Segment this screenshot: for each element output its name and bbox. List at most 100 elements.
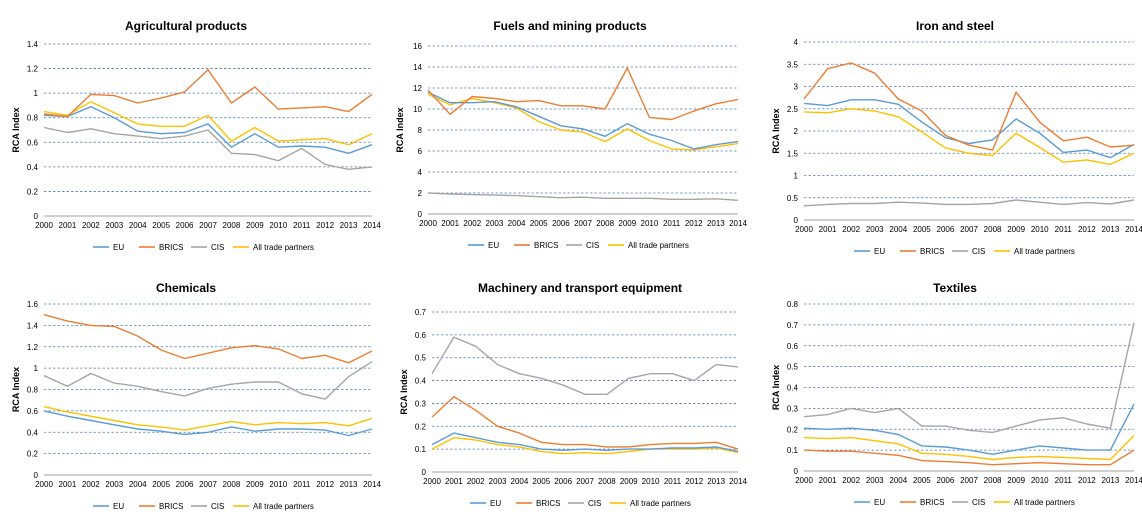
x-tick-label: 2000 [35,221,53,230]
x-tick-label: 2010 [641,219,659,228]
legend-label: CIS [211,243,224,252]
y-tick-label: 0.3 [787,404,799,413]
x-tick-label: 2007 [576,477,594,486]
x-tick-label: 2000 [419,219,437,228]
x-tick-label: 2009 [1007,225,1025,234]
x-tick-label: 2010 [642,477,660,486]
legend-label: BRICS [920,247,944,256]
x-tick-label: 2002 [842,476,860,485]
y-tick-label: 0.1 [415,445,427,454]
x-tick-label: 2013 [707,477,725,486]
legend-label: CIS [972,498,985,507]
x-tick-label: 2008 [596,219,614,228]
y-tick-label: 1.2 [27,65,39,74]
x-tick-label: 2011 [663,219,681,228]
x-tick-label: 2006 [176,480,194,489]
y-tick-label: 1 [794,172,799,181]
x-tick-label: 2013 [1102,225,1120,234]
x-tick-label: 2009 [618,219,636,228]
series-line-brics [803,449,1135,466]
y-tick-label: 0.5 [415,354,427,363]
series-line-cis [43,126,373,171]
legend-label: All trade partners [630,499,691,508]
x-tick-label: 2012 [685,477,703,486]
chart-title: Fuels and mining products [493,19,647,33]
y-axis-label: RCA Index [399,369,409,414]
y-tick-label: 10 [413,105,422,114]
series-line-brics [427,67,739,121]
x-tick-label: 2007 [574,219,592,228]
chart-machinery-and-transport-equipment: Machinery and transport equipment RCA Ind… [380,262,760,525]
legend-label: CIS [211,502,224,511]
x-tick-label: 2006 [552,219,570,228]
y-tick-label: 0 [794,216,799,225]
series-line-eu [43,105,373,155]
legend-label: All trade partners [1014,247,1075,256]
x-tick-label: 2002 [82,221,100,230]
x-tick-label: 2013 [340,480,358,489]
series-line-all-trade-partners [803,108,1135,166]
x-tick-label: 2002 [463,219,481,228]
x-tick-label: 2011 [1055,476,1073,485]
y-tick-label: 0 [422,468,427,477]
legend-label: All trade partners [628,241,689,250]
x-tick-label: 2014 [363,221,381,230]
legend-item-cis: CIS [568,499,601,508]
x-tick-label: 2006 [554,477,572,486]
chart-title: Iron and steel [916,19,994,33]
legend-item-all-trade-partners: All trade partners [994,498,1075,507]
x-tick-label: 2005 [913,225,931,234]
series-line-eu [803,99,1135,159]
y-tick-label: 0.6 [27,407,39,416]
y-tick-label: 1.4 [27,40,39,49]
x-tick-label: 2005 [530,219,548,228]
legend-item-all-trade-partners: All trade partners [994,247,1075,256]
series-line-cis [43,361,373,400]
y-tick-label: 3 [794,83,799,92]
y-tick-label: 0 [34,471,39,480]
x-tick-label: 2007 [960,225,978,234]
y-tick-label: 6 [418,147,423,156]
x-tick-label: 2005 [532,477,550,486]
y-tick-label: 0 [34,212,39,221]
x-tick-label: 2013 [1102,476,1120,485]
legend-item-cis: CIS [191,502,224,511]
x-tick-label: 2014 [729,219,747,228]
x-tick-label: 2001 [59,221,77,230]
x-tick-label: 2012 [1078,476,1096,485]
y-tick-label: 0.2 [787,425,799,434]
x-tick-label: 2002 [842,225,860,234]
x-tick-label: 2004 [129,480,147,489]
x-tick-label: 2001 [59,480,77,489]
legend-item-eu: EU [470,499,501,508]
series-line-eu [427,91,739,150]
legend-label: BRICS [159,502,183,511]
chart-iron-and-steel: Iron and steel RCA Index 0 0.5 1 1.5 2 2.5 3 3.5 4… [760,0,1142,262]
legend-label: All trade partners [253,502,314,511]
x-tick-label: 2001 [819,476,837,485]
x-tick-label: 2003 [489,477,507,486]
series-line-all-trade-partners [803,435,1135,461]
x-tick-label: 2001 [445,477,463,486]
series-line-brics [803,62,1135,151]
legend-item-cis: CIS [952,498,985,507]
legend-label: All trade partners [253,243,314,252]
x-tick-label: 2013 [340,221,358,230]
x-tick-label: 2009 [1007,476,1025,485]
y-tick-label: 0.7 [787,321,799,330]
legend-item-brics: BRICS [139,502,183,511]
y-tick-label: 1.2 [27,343,39,352]
chart-title: Machinery and transport equipment [478,281,682,295]
x-tick-label: 2012 [685,219,703,228]
y-tick-label: 8 [418,126,423,135]
legend-item-brics: BRICS [516,499,560,508]
x-tick-label: 2000 [795,225,813,234]
y-tick-label: 0.6 [787,342,799,351]
x-tick-label: 2014 [1125,476,1142,485]
y-axis-label: RCA Index [771,108,781,153]
legend-item-cis: CIS [566,241,599,250]
series-line-all-trade-partners [431,436,739,455]
chart-svg: Textiles RCA Index 0 0.1 0.2 0.3 0.4 0.5 0.6 0.7 0… [771,281,1142,507]
x-tick-label: 2008 [984,225,1002,234]
y-axis-label: RCA Index [395,107,405,152]
